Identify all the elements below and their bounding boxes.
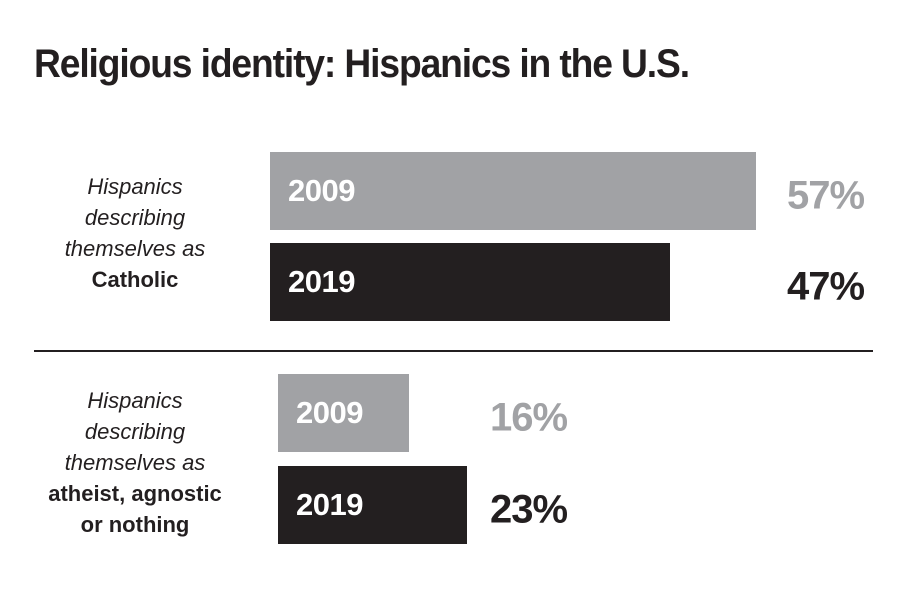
group-label-lead-line: themselves as bbox=[64, 450, 206, 475]
bar-year-label: 2009 bbox=[296, 395, 363, 430]
group-label-lead-line: describing bbox=[84, 419, 186, 444]
bar-year-label: 2019 bbox=[288, 264, 355, 299]
bar-catholic-2009: 2009 bbox=[270, 152, 756, 230]
bar-unaffiliated-2019: 2019 bbox=[278, 466, 467, 544]
value-label-unaffiliated-2019: 23% bbox=[490, 487, 568, 532]
group-divider bbox=[34, 350, 873, 352]
group-label-catholic: Hispanics describing themselves as Catho… bbox=[30, 171, 240, 295]
chart-title: Religious identity: Hispanics in the U.S… bbox=[34, 42, 690, 86]
value-label-unaffiliated-2009: 16% bbox=[490, 395, 568, 440]
group-label-lead-line: Hispanics bbox=[87, 388, 183, 413]
group-label-lead-line: Hispanics bbox=[87, 174, 183, 199]
bar-year-label: 2019 bbox=[296, 487, 363, 522]
group-label-lead-line: themselves as bbox=[64, 236, 206, 261]
group-label-strong-line: or nothing bbox=[80, 512, 190, 537]
bar-year-label: 2009 bbox=[288, 173, 355, 208]
bar-unaffiliated-2009: 2009 bbox=[278, 374, 410, 452]
group-label-unaffiliated: Hispanics describing themselves as athei… bbox=[30, 385, 240, 540]
value-label-catholic-2019: 47% bbox=[787, 264, 865, 309]
value-label-catholic-2009: 57% bbox=[787, 173, 865, 218]
group-label-lead-line: describing bbox=[84, 205, 186, 230]
group-label-strong-line: Catholic bbox=[91, 267, 179, 292]
group-label-strong-line: atheist, agnostic bbox=[48, 481, 222, 506]
bar-catholic-2019: 2019 bbox=[270, 243, 671, 321]
